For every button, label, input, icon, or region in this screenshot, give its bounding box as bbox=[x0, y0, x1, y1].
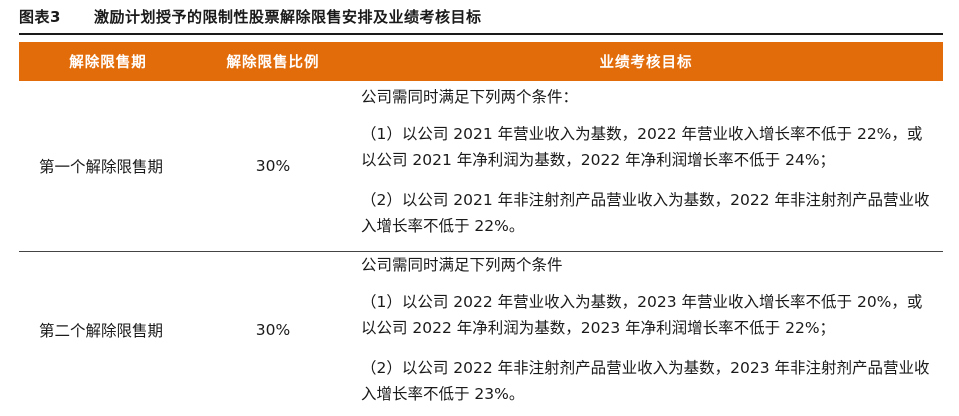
header-period: 解除限售期 bbox=[19, 42, 197, 81]
figure-label: 图表3 bbox=[19, 8, 61, 26]
condition-1: （1）以公司 2022 年营业收入为基数，2023 年营业收入增长率不低于 20… bbox=[361, 293, 923, 337]
ratio-cell: 30% bbox=[255, 320, 291, 339]
condition-2: （2）以公司 2022 年非注射剂产品营业收入为基数，2023 年非注射剂产品营… bbox=[361, 359, 930, 403]
ratio-cell: 30% bbox=[197, 81, 349, 252]
condition-1: （1）以公司 2021 年营业收入为基数，2022 年营业收入增长率不低于 22… bbox=[361, 125, 923, 169]
table-row: 第一个解除限售期 30% 公司需同时满足下列两个条件： （1）以公司 2021 … bbox=[19, 81, 943, 252]
figure-title: 图表3 激励计划授予的限制性股票解除限售安排及业绩考核目标 bbox=[19, 0, 943, 33]
condition-2: （2）以公司 2021 年非注射剂产品营业收入为基数，2022 年非注射剂产品营… bbox=[361, 191, 930, 235]
table-header-row: 解除限售期 解除限售比例 业绩考核目标 bbox=[19, 42, 943, 81]
title-rule bbox=[19, 33, 943, 35]
figure-title-text: 激励计划授予的限制性股票解除限售安排及业绩考核目标 bbox=[94, 8, 482, 26]
table-row: 第二个解除限售期 30% 公司需同时满足下列两个条件 （1）以公司 2022 年… bbox=[19, 252, 943, 408]
target-cell: 公司需同时满足下列两个条件 （1）以公司 2022 年营业收入为基数，2023 … bbox=[349, 252, 943, 408]
vesting-table: 解除限售期 解除限售比例 业绩考核目标 第一个解除限售期 30% 公司需同时满足… bbox=[19, 42, 943, 407]
header-target: 业绩考核目标 bbox=[349, 42, 943, 81]
period-cell: 第一个解除限售期 bbox=[19, 81, 197, 252]
header-ratio: 解除限售比例 bbox=[197, 42, 349, 81]
period-cell: 第二个解除限售期 bbox=[39, 321, 164, 340]
document: 图表3 激励计划授予的限制性股票解除限售安排及业绩考核目标 解除限售期 解除限售… bbox=[19, 0, 943, 407]
target-intro: 公司需同时满足下列两个条件 bbox=[361, 256, 563, 274]
target-intro: 公司需同时满足下列两个条件： bbox=[361, 88, 579, 106]
target-cell: 公司需同时满足下列两个条件： （1）以公司 2021 年营业收入为基数，2022… bbox=[349, 81, 943, 252]
